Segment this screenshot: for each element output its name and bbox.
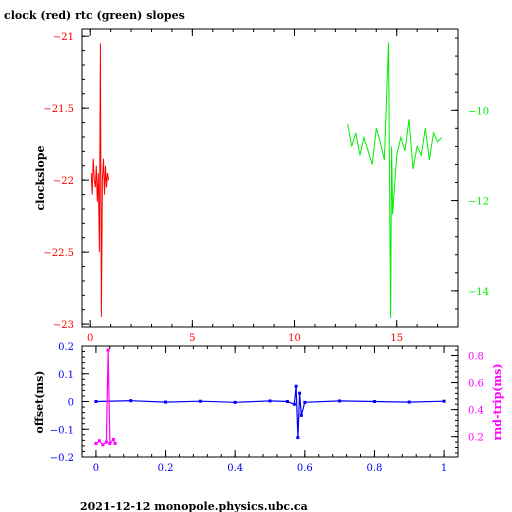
bottom-xtick-label: 0.2 <box>158 463 174 474</box>
top-y-axis-label: clockslope <box>34 146 47 211</box>
top-ytick-left-label: −21.5 <box>43 104 74 115</box>
bottom-chart: 0 0.2 0.4 0.6 0.8 1 0.2 0.1 0 −0.1 −0.2 0.8 0.6 0.4 0.… <box>50 342 484 474</box>
top-ytick-right-label: −12 <box>468 197 489 208</box>
bottom-ytick-right-label: 0.6 <box>468 379 484 390</box>
top-xtick-label: 10 <box>288 333 301 344</box>
bottom-ytick-right-label: 0.8 <box>468 351 484 362</box>
bottom-ytick-right-label: 0.4 <box>468 406 484 417</box>
top-ytick-left-label: −21 <box>53 32 74 43</box>
bottom-series-blue-trace <box>95 386 445 438</box>
bottom-xtick-label: 0.6 <box>297 463 313 474</box>
bottom-y-axis-label: offset(ms) <box>33 371 46 434</box>
bottom-series-magenta-point <box>106 348 110 352</box>
top-series-green-line <box>347 42 443 319</box>
bottom-right-axis-label: rnd-trip(ms) <box>491 363 504 440</box>
bottom-xtick-label: 1 <box>441 463 447 474</box>
bottom-ytick-left-label: 0 <box>68 398 74 409</box>
top-ytick-left-label: −22 <box>53 176 74 187</box>
top-ytick-right-label: −10 <box>468 106 489 117</box>
bottom-series-magenta-trace <box>95 350 116 446</box>
footer-text: 2021-12-12 monopole.physics.ubc.ca <box>80 500 308 512</box>
bottom-xtick-label: 0.4 <box>227 463 243 474</box>
bottom-ytick-left-label: −0.1 <box>50 425 74 436</box>
top-ytick-right-label: −14 <box>468 287 489 298</box>
bottom-xtick-label: 0 <box>93 463 99 474</box>
top-xtick-label: 5 <box>189 333 195 344</box>
bottom-ytick-left-label: −0.2 <box>50 453 74 464</box>
top-series-red-line <box>90 43 110 317</box>
chart-title: clock (red) rtc (green) slopes <box>4 9 185 22</box>
bottom-xtick-label: 0.8 <box>366 463 382 474</box>
bottom-ytick-left-label: 0.1 <box>58 370 74 381</box>
top-plot-frame <box>81 28 459 328</box>
top-xtick-label: 0 <box>87 333 93 344</box>
bottom-ytick-right-label: 0.2 <box>468 433 484 444</box>
top-chart: 0 5 10 15 −21 −21.5 −22 −22.5 −23 −10 −12 −14 <box>43 29 489 344</box>
top-ytick-left-label: −22.5 <box>43 248 74 259</box>
top-xtick-label: 15 <box>390 333 403 344</box>
bottom-ytick-left-label: 0.2 <box>58 342 74 353</box>
top-ytick-left-label: −23 <box>53 320 74 331</box>
